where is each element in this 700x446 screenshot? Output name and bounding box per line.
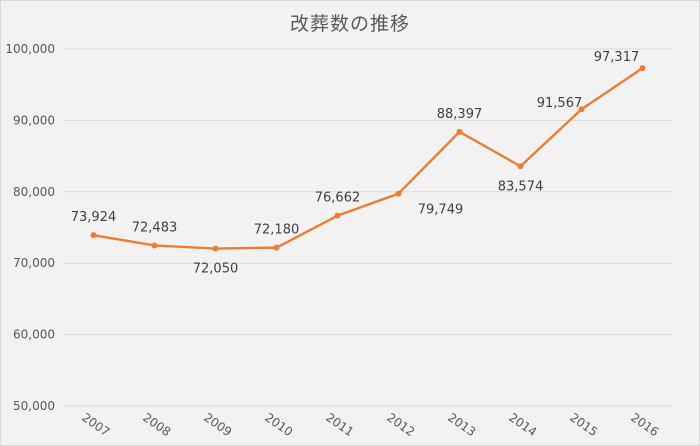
y-tick-label: 70,000	[13, 256, 55, 270]
data-point	[395, 190, 402, 197]
data-point	[151, 242, 158, 249]
data-label: 91,567	[537, 96, 583, 111]
y-tick-label: 100,000	[5, 42, 55, 56]
data-point	[456, 128, 463, 135]
series-line	[93, 67, 644, 250]
data-point	[517, 163, 524, 170]
y-tick-label: 60,000	[13, 328, 55, 342]
x-tick-label: 2013	[445, 410, 478, 439]
data-label: 72,180	[254, 223, 300, 238]
y-tick-label: 80,000	[13, 185, 55, 199]
x-tick-label: 2014	[506, 410, 539, 439]
y-tick-label: 50,000	[13, 399, 55, 413]
data-point	[212, 245, 219, 252]
data-point	[334, 212, 341, 219]
x-tick-label: 2008	[140, 410, 173, 439]
data-point	[578, 106, 585, 113]
data-label: 72,483	[132, 220, 178, 235]
x-tick-label: 2011	[323, 410, 356, 439]
x-tick-label: 2012	[384, 410, 417, 439]
data-label: 83,574	[498, 179, 544, 194]
data-label: 72,050	[193, 262, 239, 277]
x-tick-label: 2007	[79, 410, 112, 439]
x-tick-label: 2016	[628, 410, 661, 439]
data-label: 79,749	[418, 203, 464, 218]
data-point	[90, 232, 97, 239]
chart-title: 改葬数の推移	[289, 13, 410, 35]
data-label: 76,662	[315, 191, 361, 206]
x-tick-label: 2010	[262, 410, 295, 439]
x-tick-label: 2015	[567, 410, 600, 439]
y-tick-label: 90,000	[13, 113, 55, 127]
data-label: 88,397	[437, 107, 483, 122]
data-label: 73,924	[71, 210, 117, 225]
data-label: 97,317	[594, 50, 640, 65]
data-point	[273, 244, 280, 251]
x-tick-label: 2009	[201, 410, 234, 439]
data-point	[639, 65, 646, 72]
